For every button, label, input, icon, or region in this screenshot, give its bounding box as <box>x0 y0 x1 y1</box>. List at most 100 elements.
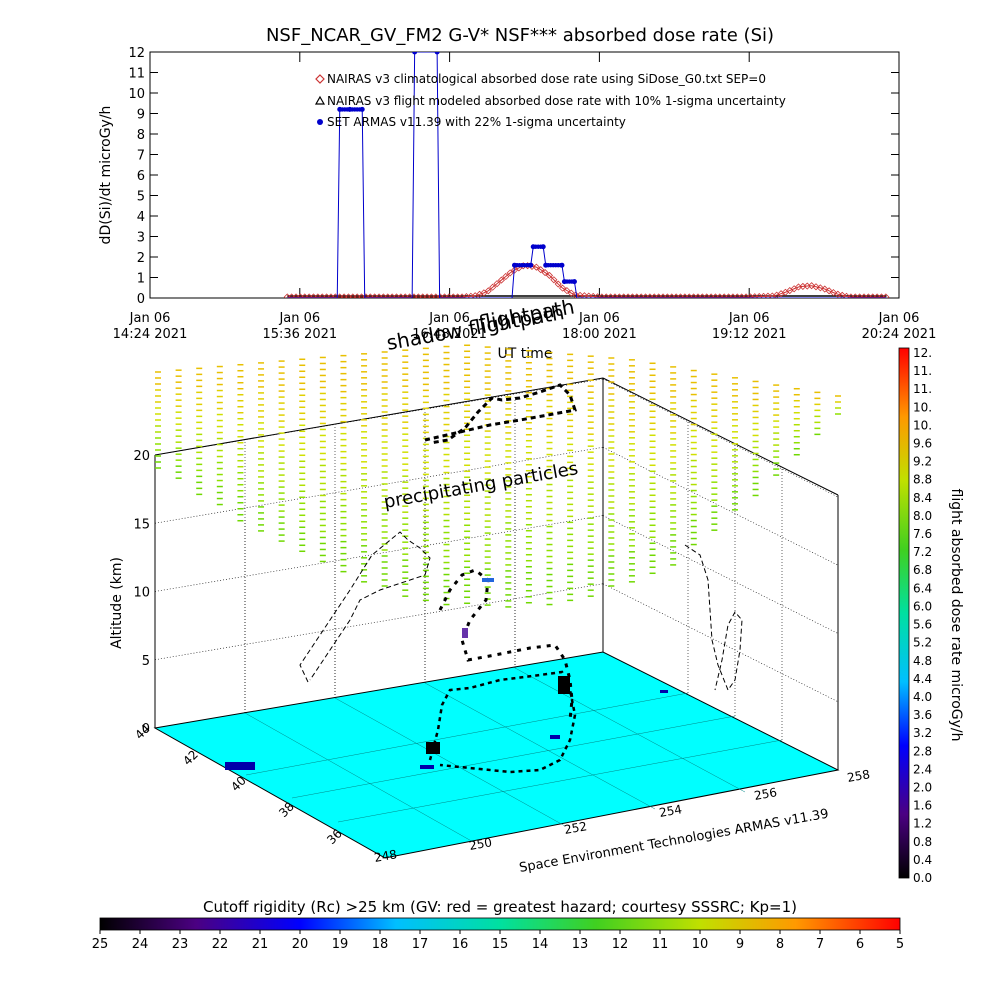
floor-dose-marks <box>225 690 668 770</box>
climatological-point <box>585 292 593 298</box>
climatological-point <box>532 263 540 271</box>
climatological-point <box>829 289 838 297</box>
wall-grid-line <box>154 583 604 661</box>
wall-grid-line <box>154 378 604 456</box>
dose-colorbar-tick-label: 4.0 <box>913 690 932 704</box>
wall-grid-line <box>602 446 839 566</box>
y-tick-label: 8 <box>137 128 145 143</box>
rigidity-colorbar-tick-label: 6 <box>856 937 864 952</box>
dose-colorbar-tick-label: 3.2 <box>913 726 932 740</box>
armas-point <box>412 52 418 55</box>
left-wall-top-edge <box>154 377 604 456</box>
rigidity-colorbar-tick-label: 23 <box>172 937 189 952</box>
y-tick-label: 3 <box>137 231 145 246</box>
longitude-tick-label: 250 <box>468 835 493 853</box>
climatological-point <box>812 283 820 291</box>
floor-shadow-flightpath <box>428 670 577 774</box>
right-wall-top-edge <box>602 377 839 496</box>
dose-colorbar-tick-label: 10. <box>913 400 932 414</box>
floor-grid-line <box>334 697 566 827</box>
x-tick-label-date: Jan 06 <box>578 311 620 326</box>
altitude-tick-label: 0 <box>142 722 150 737</box>
dose-colorbar-ramp <box>898 347 910 879</box>
legend-marker-flight-modeled <box>314 95 326 105</box>
floor-dose-patch <box>550 735 560 739</box>
rigidity-colorbar: Cutoff rigidity (Rc) >25 km (GV: red = g… <box>92 898 904 952</box>
climatological-point <box>843 292 851 298</box>
dose-colorbar-tick-label: 9.6 <box>913 437 932 451</box>
climatological-point <box>821 285 829 293</box>
high-dose-segment <box>462 628 468 638</box>
annotation-precipitating-particles: precipitating particles <box>382 458 579 513</box>
legend-marker-climatological <box>315 74 325 84</box>
floor-track-cluster <box>426 742 440 754</box>
legend-marker-armas <box>317 119 323 125</box>
dose-colorbar-label: flight absorbed dose rate microGy/h <box>948 489 964 742</box>
top-x-axis-label: UT time <box>498 346 553 362</box>
floor-dose-patch <box>660 690 668 693</box>
top-plot-frame <box>149 51 900 299</box>
dose-colorbar-tick-label: 1.2 <box>913 817 932 831</box>
armas-point <box>558 263 563 268</box>
top-series-group <box>283 52 890 298</box>
x-tick-label-time: 14:24 2021 <box>113 327 188 342</box>
top-series-clip <box>283 52 890 298</box>
y-tick-label: 6 <box>137 169 145 184</box>
longitude-tick-label: 258 <box>846 767 871 785</box>
floor-grid-line <box>337 739 783 823</box>
rigidity-colorbar-tick-label: 13 <box>572 937 589 952</box>
x-tick-label-time: 20:24 2021 <box>862 327 937 342</box>
climatological-point <box>838 291 846 298</box>
legend-label-armas: SET ARMAS v11.39 with 22% 1-sigma uncert… <box>327 115 626 129</box>
dose-colorbar-tick-label: 11. <box>913 382 932 396</box>
floor-grid <box>244 667 783 844</box>
rigidity-colorbar-ticks: 25 24 23 22 21 20 19 18 17 16 15 14 13 12 11 10 9 8 7 6 5 <box>92 930 904 952</box>
longitude-tick-label: 248 <box>373 847 398 865</box>
precipitating-particles-field <box>155 344 841 608</box>
dose-colorbar-ticks: 0.0 0.4 0.8 1.2 1.6 2.0 2.4 2.8 3.2 3.6 4.0 4.4 4.8 5… <box>913 346 932 885</box>
climatological-point <box>484 287 492 295</box>
dose-colorbar-tick-label: 5.2 <box>913 636 932 650</box>
y-tick-label: 9 <box>137 108 145 123</box>
dose-colorbar-tick-label: 6.8 <box>913 563 932 577</box>
y-tick-label: 10 <box>128 87 145 102</box>
altitude-tick-label: 5 <box>142 654 150 669</box>
rigidity-colorbar-tick-label: 19 <box>332 937 349 952</box>
dose-colorbar-tick-label: 2.0 <box>913 780 932 794</box>
rigidity-colorbar-tick-label: 14 <box>532 937 549 952</box>
climatological-point <box>493 280 501 288</box>
y-tick-label: 1 <box>137 272 145 287</box>
climatological-point <box>825 287 833 295</box>
x-tick-label-time: 19:12 2021 <box>712 327 787 342</box>
y-tick-label: 4 <box>137 210 145 225</box>
floor-grid-line <box>244 712 476 844</box>
climatological-point <box>541 269 549 277</box>
floor-grid-line <box>424 682 656 810</box>
longitude-tick-label: 254 <box>658 802 683 820</box>
series-climatological-line <box>287 265 886 298</box>
rigidity-colorbar-title: Cutoff rigidity (Rc) >25 km (GV: red = g… <box>203 898 797 916</box>
x-tick-label-time: 16:48 2021 <box>412 327 487 342</box>
dose-colorbar-tick-label: 4.8 <box>913 654 932 668</box>
dose-colorbar-tick-label: 6.4 <box>913 581 932 595</box>
armas-point <box>527 263 532 268</box>
floor-dose-patch <box>420 765 434 769</box>
flightpath-wall-projection <box>299 531 431 683</box>
armas-point <box>434 52 440 55</box>
rigidity-colorbar-tick-label: 18 <box>372 937 389 952</box>
x-tick-label-date: Jan 06 <box>428 311 470 326</box>
dose-colorbar-tick-label: 1.6 <box>913 799 932 813</box>
climatological-point <box>489 283 497 291</box>
wall-grid-line <box>602 378 839 498</box>
wall-grid-line <box>602 583 839 703</box>
rigidity-colorbar-tick-label: 15 <box>492 937 509 952</box>
rigidity-colorbar-tick-label: 16 <box>452 937 469 952</box>
wall-grid-line <box>602 515 839 634</box>
dose-colorbar-tick-label: 4.4 <box>913 672 932 686</box>
dose-colorbar-tick-label: 0.0 <box>913 871 932 885</box>
legend-label-climatological: NAIRAS v3 climatological absorbed dose r… <box>327 72 766 86</box>
top-y-axis-label: dD(Si)/dt microGy/h <box>98 106 114 245</box>
altitude-tick-label: 15 <box>133 517 150 532</box>
